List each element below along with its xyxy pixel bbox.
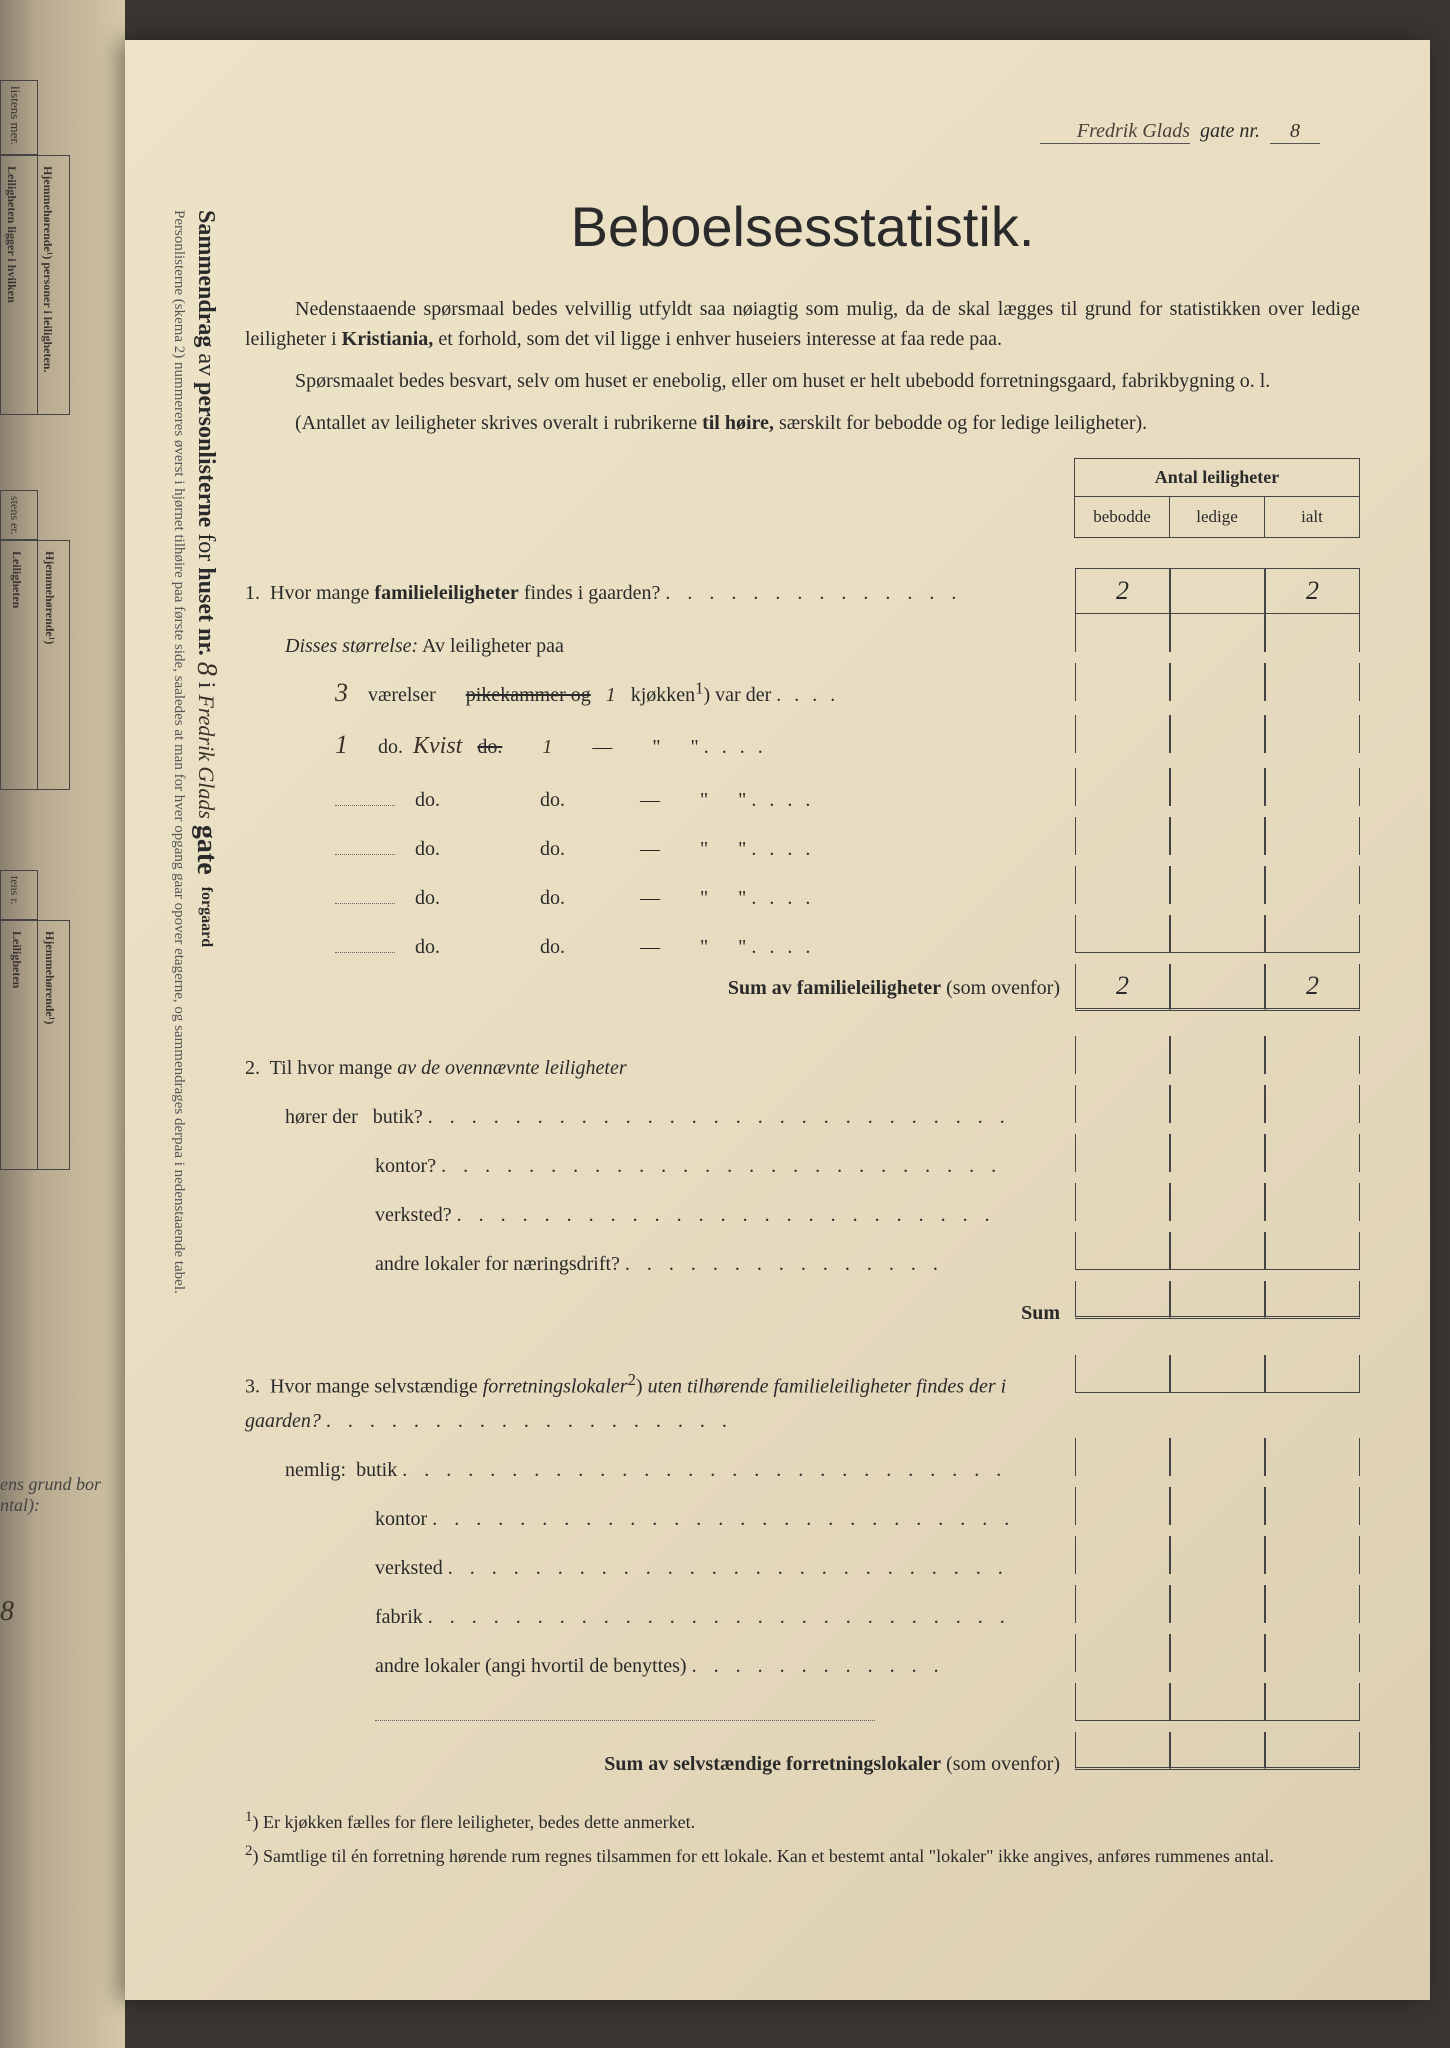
vertical-summary-sub: Personlisterne (skema 2) nummereres øver… bbox=[170, 210, 187, 1294]
edge-box-5: Hjemmehørende¹) bbox=[0, 540, 70, 790]
q3-verksted: verksted . . . . . . . . . . . . . . . .… bbox=[245, 1536, 1360, 1585]
edge-box-tens: tens r. bbox=[0, 870, 38, 920]
header-ledige: ledige bbox=[1170, 497, 1265, 538]
q2-kontor: kontor? . . . . . . . . . . . . . . . . … bbox=[245, 1134, 1360, 1183]
q1-row: 1. Hvor mange familieleiligheter findes … bbox=[245, 568, 1360, 614]
q3-fabrik: fabrik . . . . . . . . . . . . . . . . .… bbox=[245, 1585, 1360, 1634]
q3-row: 3. Hvor mange selvstændige forretningslo… bbox=[245, 1355, 1360, 1438]
q3-andre: andre lokaler (angi hvortil de benyttes)… bbox=[245, 1634, 1360, 1683]
street-name-handwritten: Fredrik Glads bbox=[1040, 120, 1190, 144]
intro-p3: (Antallet av leiligheter skrives overalt… bbox=[245, 408, 1360, 438]
gate-label: gate nr. bbox=[1200, 120, 1260, 142]
q1-disses: Disses størrelse: Av leiligheter paa bbox=[245, 614, 1360, 663]
q3-sum: Sum av selvstændige forretningslokaler (… bbox=[245, 1732, 1360, 1781]
gate-line: Fredrik Glads gate nr. 8 bbox=[245, 120, 1360, 144]
q1-size-row6: do. do. — " " . . . . bbox=[245, 915, 1360, 964]
q2-verksted: verksted? . . . . . . . . . . . . . . . … bbox=[245, 1183, 1360, 1232]
edge-box-hjemme: Hjemmehørende¹) personer i leiligheten. bbox=[0, 155, 70, 415]
vertical-summary-title: Sammendrag av personlisterne for huset n… bbox=[190, 210, 222, 947]
edge-box-listens: listens mer. bbox=[0, 80, 38, 155]
edge-bottom-text: ens grund bor ntal): 8 bbox=[0, 1474, 101, 1628]
page-title: Beboelsesstatistik. bbox=[245, 194, 1360, 259]
q2-sum: Sum bbox=[245, 1281, 1360, 1330]
q3-blank bbox=[245, 1683, 1360, 1732]
q1-sum-row: Sum av familieleiligheter (som ovenfor) … bbox=[245, 964, 1360, 1011]
q1-size-row2: 1 do. Kvist do. 1 — " " . . . . bbox=[245, 715, 1360, 767]
edge-box-stens: stens er. bbox=[0, 490, 38, 540]
header-bebodde: bebodde bbox=[1075, 497, 1170, 538]
q1-size-row1: 3 værelser pikekammer og 1 kjøkken1) var… bbox=[245, 663, 1360, 715]
intro-text: Nedenstaaende spørsmaal bedes velvillig … bbox=[245, 294, 1360, 438]
q3-kontor: kontor . . . . . . . . . . . . . . . . .… bbox=[245, 1487, 1360, 1536]
main-table-area: Antal leiligheter bebodde ledige ialt 1.… bbox=[245, 458, 1360, 1781]
main-page: Sammendrag av personlisterne for huset n… bbox=[125, 40, 1430, 2000]
left-edge-content: listens mer. Leiligheten ligger i hvilke… bbox=[0, 0, 125, 2048]
intro-p2: Spørsmaalet bedes besvart, selv om huset… bbox=[245, 366, 1360, 396]
q1-size-row5: do. do. — " " . . . . bbox=[245, 866, 1360, 915]
edge-box-8: Hjemmehørende¹) bbox=[0, 920, 70, 1170]
q2-andre: andre lokaler for næringsdrift? . . . . … bbox=[245, 1232, 1360, 1281]
q1-sum-bebodde: 2 bbox=[1075, 964, 1170, 1011]
header-antal: Antal leiligheter bbox=[1075, 459, 1360, 497]
q1-sum-ialt: 2 bbox=[1265, 964, 1360, 1011]
q1-ialt: 2 bbox=[1265, 568, 1360, 614]
q1-size-row4: do. do. — " " . . . . bbox=[245, 817, 1360, 866]
q3-butik: nemlig: butik . . . . . . . . . . . . . … bbox=[245, 1438, 1360, 1487]
header-ialt: ialt bbox=[1265, 497, 1360, 538]
footnote-1: 1) Er kjøkken fælles for flere leilighet… bbox=[245, 1806, 1360, 1836]
intro-p1: Nedenstaaende spørsmaal bedes velvillig … bbox=[245, 294, 1360, 354]
footnote-2: 2) Samtlige til én forretning hørende ru… bbox=[245, 1840, 1360, 1870]
q1-ledige bbox=[1170, 568, 1265, 614]
gate-number-handwritten: 8 bbox=[1270, 120, 1320, 144]
q1-bebodde: 2 bbox=[1075, 568, 1170, 614]
column-header-table: Antal leiligheter bebodde ledige ialt bbox=[1074, 458, 1360, 538]
q1-sum-ledige bbox=[1170, 964, 1265, 1011]
q2-row: 2. Til hvor mange av de ovennævnte leili… bbox=[245, 1036, 1360, 1085]
q1-size-row3: do. do. — " " . . . . bbox=[245, 768, 1360, 817]
questions-area: 1. Hvor mange familieleiligheter findes … bbox=[245, 458, 1360, 1781]
q2-butik: hører der butik? . . . . . . . . . . . .… bbox=[245, 1085, 1360, 1134]
footnotes: 1) Er kjøkken fælles for flere leilighet… bbox=[245, 1806, 1360, 1870]
